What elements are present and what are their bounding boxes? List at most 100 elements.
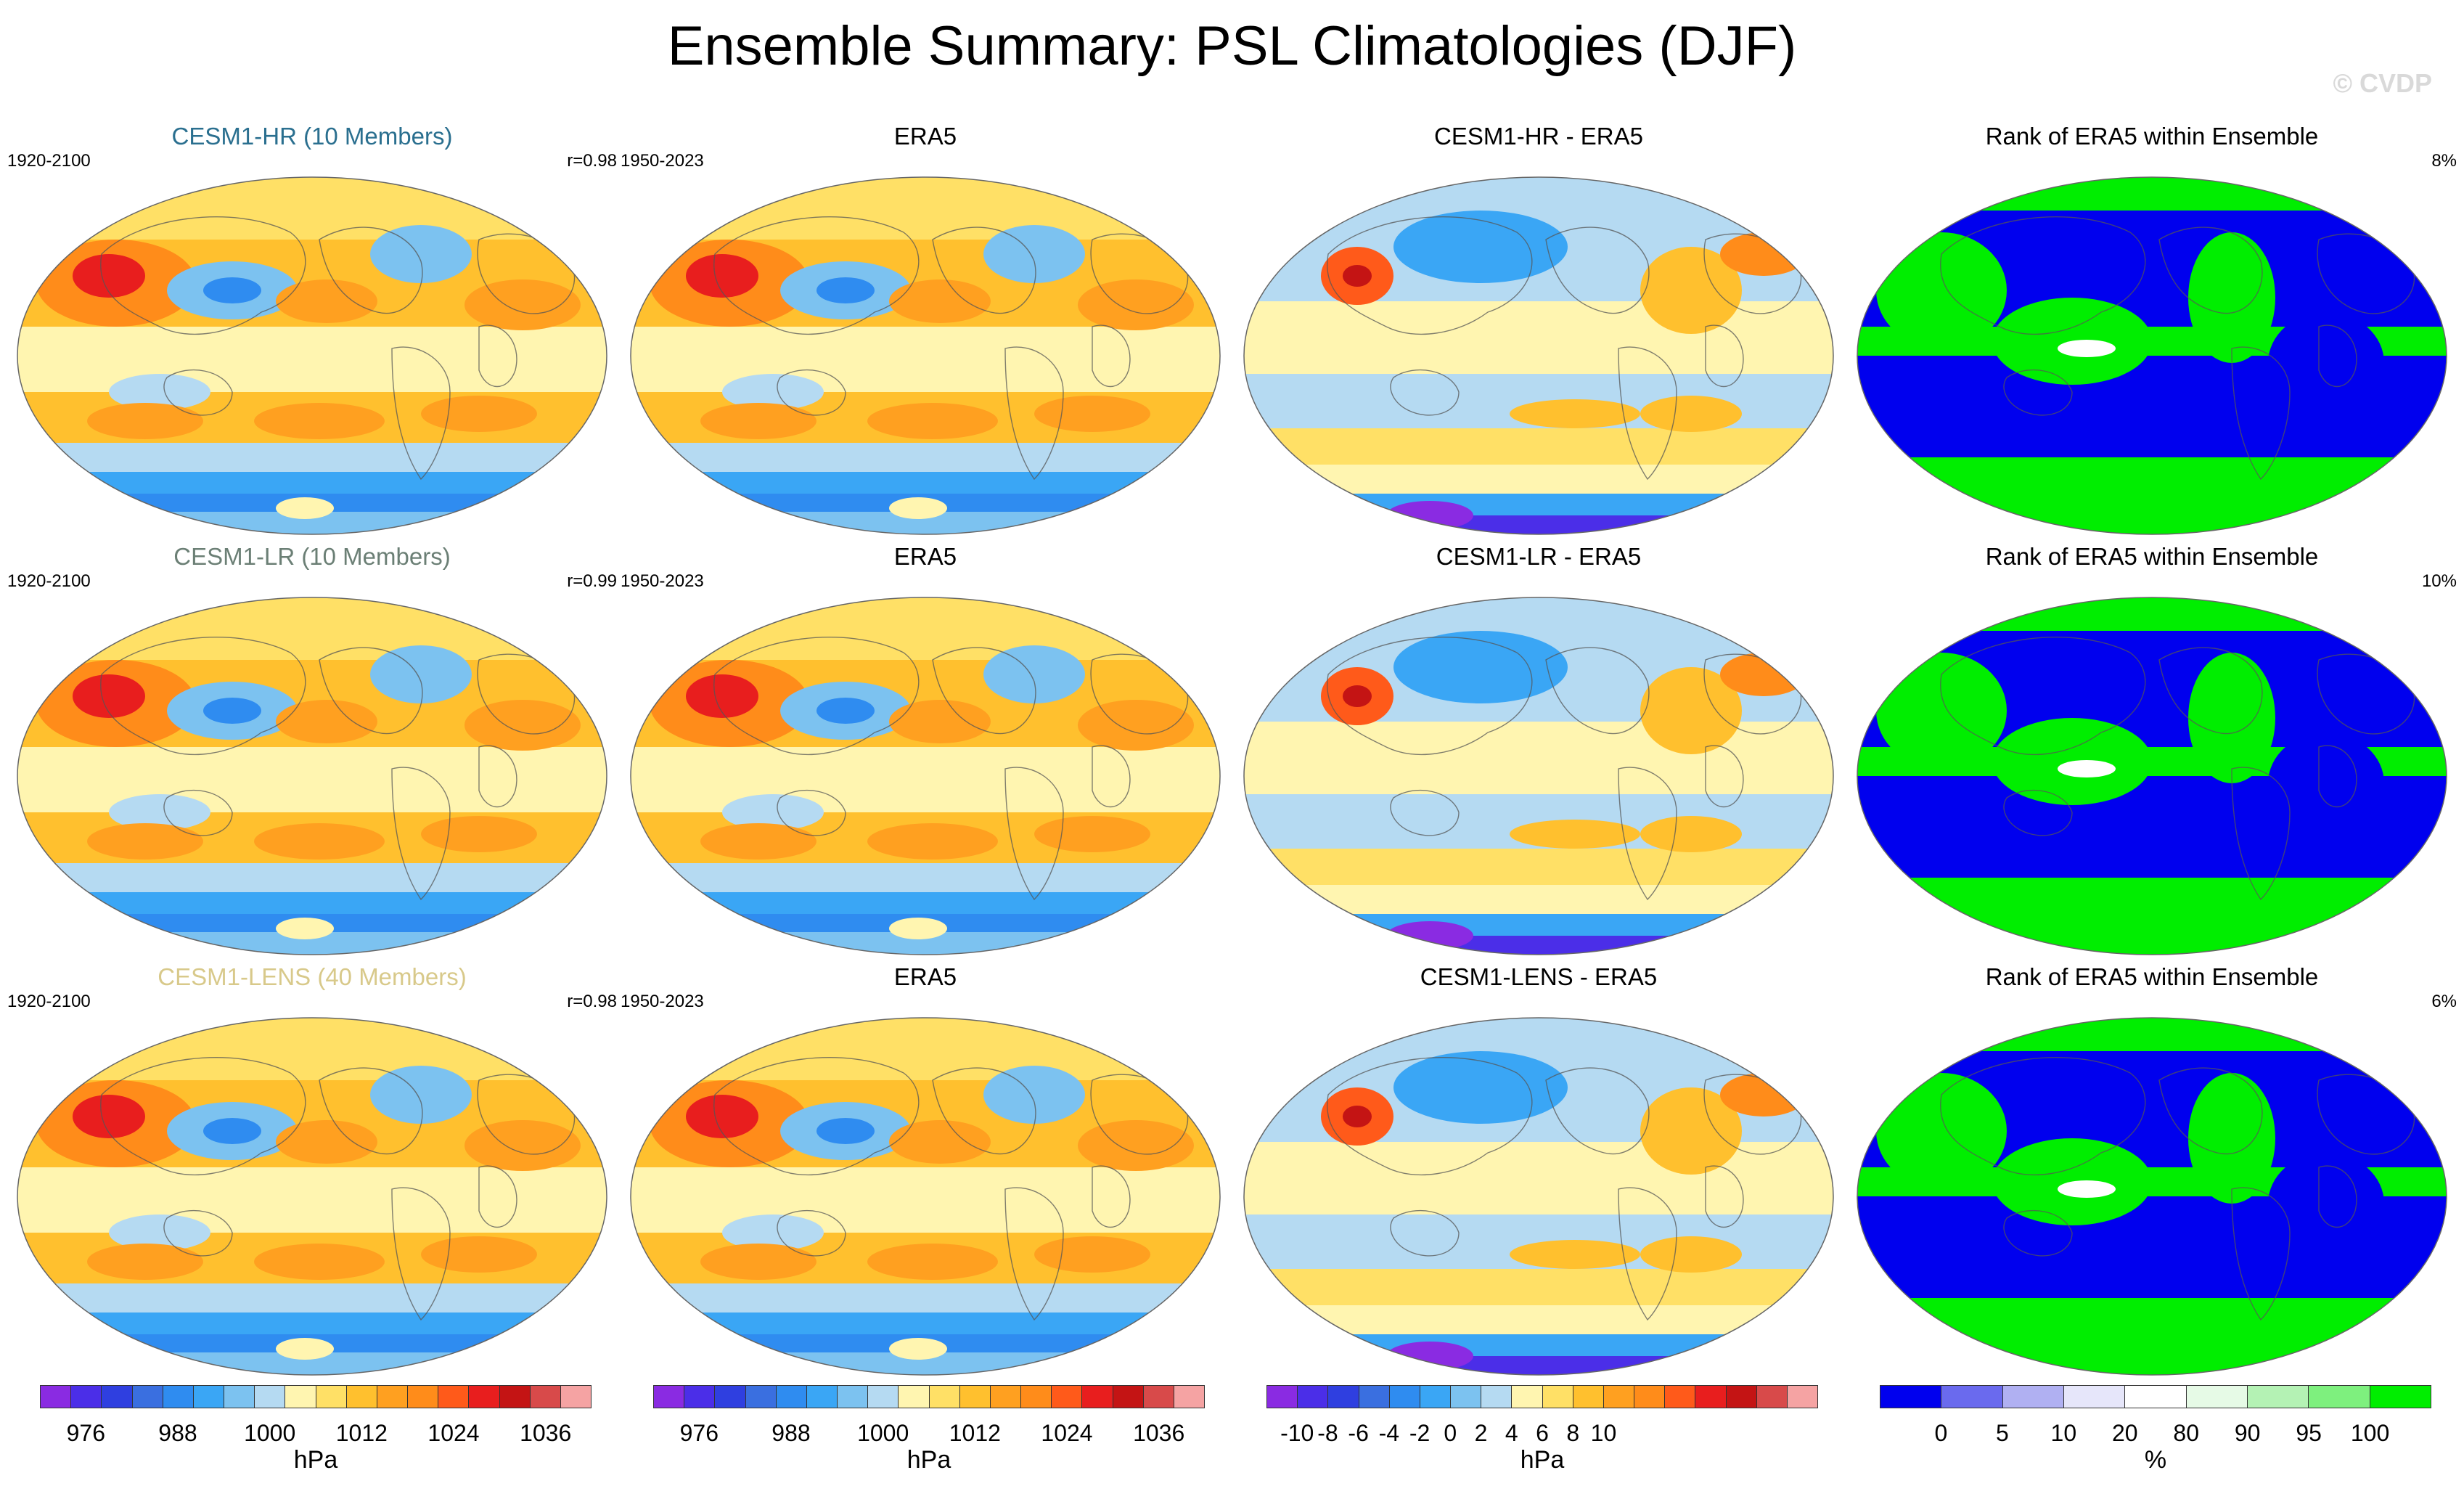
globe-map — [628, 595, 1223, 958]
colorbar-swatch — [1786, 1385, 1819, 1408]
colorbar-swatch — [1297, 1385, 1328, 1408]
rank-panel: Rank of ERA5 within Ensemble 6% — [1847, 963, 2457, 1376]
colorbar-swatch — [407, 1385, 438, 1408]
colorbar-swatch — [1173, 1385, 1206, 1408]
colorbar-swatch — [1634, 1385, 1665, 1408]
colorbar-boxes — [1880, 1385, 2431, 1410]
pattern-correlation: r=0.98 — [567, 992, 617, 1011]
observation-panel: ERA5 1950-2023 — [621, 542, 1230, 956]
colorbar-swatch — [2063, 1385, 2125, 1408]
observation-panel: ERA5 1950-2023 — [621, 122, 1230, 536]
pattern-correlation: r=0.98 — [567, 151, 617, 171]
colorbar-swatch — [959, 1385, 990, 1408]
colorbar-swatch — [1603, 1385, 1634, 1408]
colorbar-swatch — [1542, 1385, 1573, 1408]
colorbar-swatch — [499, 1385, 530, 1408]
panel-title: ERA5 — [893, 963, 957, 990]
colorbar-tick-label: 0 — [1444, 1420, 1457, 1446]
panel-title: CESM1-HR - ERA5 — [1434, 123, 1643, 150]
globe-map — [15, 1015, 610, 1378]
panel-title: Rank of ERA5 within Ensemble — [1985, 543, 2319, 570]
colorbar-tick-label: 0 — [1934, 1420, 1948, 1446]
colorbar-swatch — [438, 1385, 469, 1408]
colorbar-tick-label: 1000 — [857, 1420, 909, 1446]
colorbar-boxes — [653, 1385, 1206, 1410]
colorbar-swatch — [285, 1385, 316, 1408]
colorbar-unit-label: hPa — [906, 1446, 951, 1474]
colorbar-swatch — [131, 1385, 163, 1408]
colorbar-swatch — [806, 1385, 838, 1408]
colorbar-swatch — [1941, 1385, 2002, 1408]
rank-percentage: 8% — [2431, 151, 2457, 171]
period-label: 1920-2100 — [7, 151, 91, 171]
globe-map — [1854, 595, 2449, 958]
ensemble-mean-panel: CESM1-LENS (40 Members) 1920-2100 r=0.98 — [7, 963, 617, 1376]
colorbar-swatch — [2246, 1385, 2309, 1408]
colorbar-swatch — [1725, 1385, 1756, 1408]
panel-title: CESM1-LR - ERA5 — [1436, 543, 1642, 570]
globe-map — [1854, 174, 2449, 537]
colorbar-tick-label: -2 — [1409, 1420, 1430, 1446]
colorbar-tick-label: -10 — [1280, 1420, 1314, 1446]
colorbar-swatch — [1142, 1385, 1174, 1408]
colorbar-swatch — [2185, 1385, 2247, 1408]
colorbar-swatch — [867, 1385, 899, 1408]
panel-title: CESM1-LENS - ERA5 — [1420, 963, 1658, 990]
colorbar-swatch — [101, 1385, 132, 1408]
panel-title: Rank of ERA5 within Ensemble — [1985, 123, 2319, 150]
colorbar-tick-label: 6 — [1536, 1420, 1549, 1446]
globe-map — [1854, 1015, 2449, 1378]
colorbar: 0 5 10 20 80 90 95 100% — [1880, 1385, 2431, 1479]
difference-panel: CESM1-LR - ERA5 — [1234, 542, 1843, 956]
colorbar-swatch — [529, 1385, 560, 1408]
rank-panel: Rank of ERA5 within Ensemble 10% — [1847, 542, 2457, 956]
colorbar-swatch — [254, 1385, 285, 1408]
colorbar-swatch — [1756, 1385, 1787, 1408]
colorbar-swatch — [1450, 1385, 1481, 1408]
colorbar-boxes — [1266, 1385, 1819, 1410]
colorbar-swatch — [1880, 1385, 1941, 1408]
difference-panel: CESM1-HR - ERA5 — [1234, 122, 1843, 536]
rank-panel: Rank of ERA5 within Ensemble 8% — [1847, 122, 2457, 536]
colorbar-unit-label: % — [2144, 1446, 2167, 1474]
colorbar-swatch — [775, 1385, 806, 1408]
colorbar-swatch — [560, 1385, 592, 1408]
colorbar-tick-label: 100 — [2350, 1420, 2390, 1446]
panel-title: CESM1-LENS (40 Members) — [157, 963, 467, 990]
colorbar-unit-label: hPa — [1520, 1446, 1565, 1474]
colorbar: 976 988 1000 1012 1024 1036 hPa — [653, 1385, 1206, 1479]
period-label: 1950-2023 — [621, 151, 704, 171]
colorbar-tick-label: 1012 — [949, 1420, 1001, 1446]
colorbar-swatch — [898, 1385, 929, 1408]
cvdp-watermark: © CVDP — [2333, 68, 2432, 98]
colorbar-tick-label: 1036 — [520, 1420, 572, 1446]
colorbar-tick-label: 1036 — [1133, 1420, 1185, 1446]
colorbar-swatch — [1327, 1385, 1359, 1408]
colorbar-swatch — [2369, 1385, 2431, 1408]
panel-title: Rank of ERA5 within Ensemble — [1985, 963, 2319, 990]
colorbar-swatch — [1358, 1385, 1389, 1408]
colorbar-swatch — [837, 1385, 868, 1408]
colorbar-tick-label: 2 — [1474, 1420, 1488, 1446]
panel-title: ERA5 — [893, 123, 957, 150]
colorbar-swatch — [70, 1385, 102, 1408]
globe-map — [1241, 174, 1836, 537]
colorbar-tick-label: 8 — [1566, 1420, 1580, 1446]
colorbar-swatch — [1081, 1385, 1113, 1408]
observation-panel: ERA5 1950-2023 — [621, 963, 1230, 1376]
colorbar-swatch — [468, 1385, 499, 1408]
period-label: 1920-2100 — [7, 992, 91, 1011]
colorbar-swatch — [1572, 1385, 1603, 1408]
colorbar-swatch — [745, 1385, 776, 1408]
colorbar-swatch — [2124, 1385, 2186, 1408]
colorbar-tick-label: 90 — [2234, 1420, 2261, 1446]
colorbar-swatch — [1388, 1385, 1420, 1408]
ensemble-mean-panel: CESM1-LR (10 Members) 1920-2100 r=0.99 — [7, 542, 617, 956]
colorbar-tick-label: 5 — [1995, 1420, 2009, 1446]
colorbar-swatch — [714, 1385, 745, 1408]
colorbar-tick-label: 20 — [2111, 1420, 2138, 1446]
colorbar-swatch — [1695, 1385, 1726, 1408]
period-label: 1920-2100 — [7, 571, 91, 591]
figure-title: Ensemble Summary: PSL Climatologies (DJF… — [667, 15, 1797, 77]
colorbar-tick-label: 1012 — [335, 1420, 388, 1446]
